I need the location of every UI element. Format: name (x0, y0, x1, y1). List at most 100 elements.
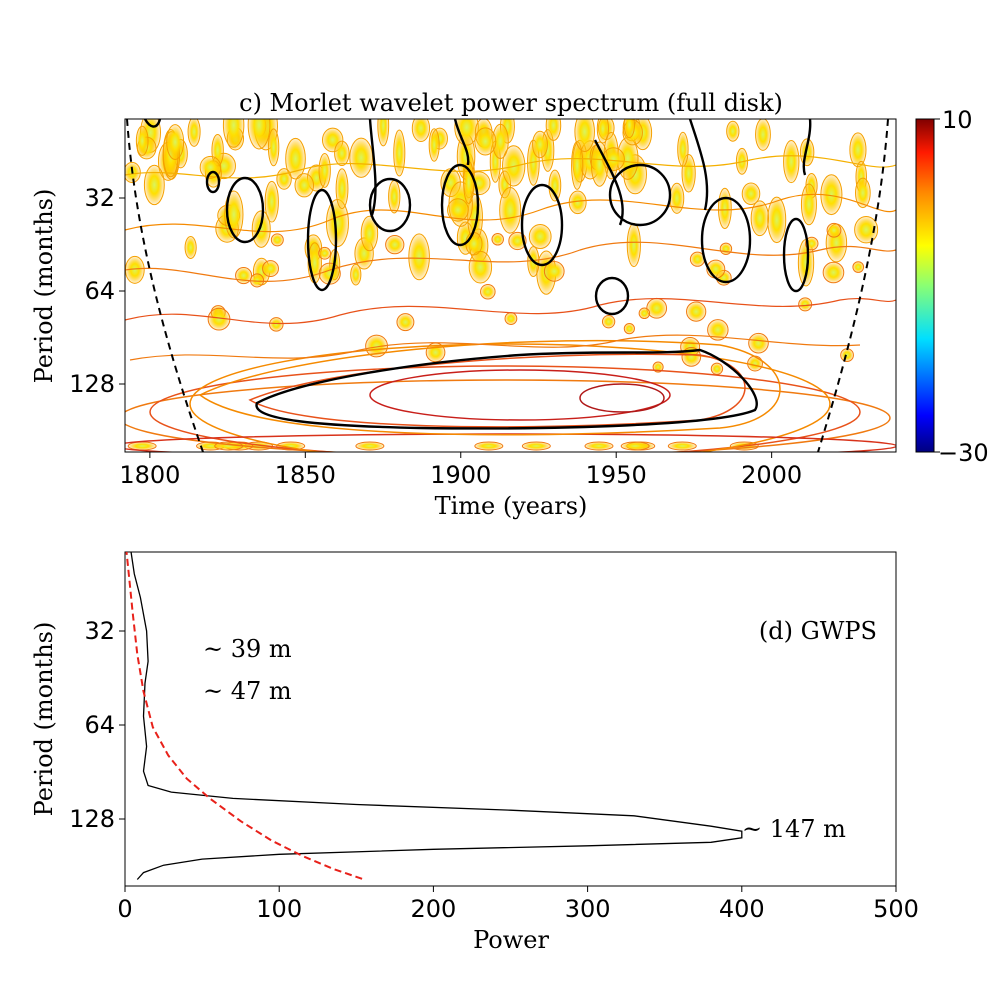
hotspot (798, 297, 813, 312)
hotspot (269, 317, 284, 332)
hotspot (491, 233, 504, 246)
cone-of-influence-right (817, 119, 889, 452)
hotspot (783, 140, 800, 184)
hotspot (135, 125, 149, 156)
wavelet-panel: c) Morlet wavelet power spectrum (full d… (30, 89, 989, 520)
hotspot (349, 137, 373, 178)
hotspot (270, 233, 284, 247)
colorbar-gradient (915, 118, 935, 453)
x-tick-label: 1950 (586, 461, 647, 489)
hotspot (365, 334, 388, 358)
x-tick-label: 1800 (119, 461, 180, 489)
hotspot (822, 261, 845, 284)
significance-limit-line (125, 552, 365, 881)
y-tick-label: 128 (69, 370, 115, 398)
hotspot (447, 198, 469, 222)
wavelet-frame (124, 118, 897, 453)
wavelet-contours (125, 119, 896, 452)
y-tick-label: 32 (84, 184, 115, 212)
hotspot (726, 120, 740, 142)
hotspot (574, 119, 595, 153)
hotspot (465, 231, 483, 256)
hotspot (620, 441, 650, 451)
gwps-panel: 0 100 200 300 400 500 32 64 128 (d) GWPS ~ 39 m… (30, 551, 919, 954)
x-tick-label: 100 (256, 895, 302, 923)
x-tick-label: 300 (565, 895, 611, 923)
hotspot (411, 119, 431, 143)
hotspot (800, 183, 817, 226)
y-tick-label: 128 (69, 805, 115, 833)
hotspot (377, 119, 390, 147)
hotspot (532, 130, 548, 159)
hotspot (474, 127, 497, 156)
hotspot (667, 441, 697, 451)
hotspot (707, 319, 729, 341)
hotspot (335, 168, 349, 210)
hotspot (408, 233, 430, 281)
hotspot (521, 441, 551, 451)
hotspot (143, 164, 165, 206)
hotspot (638, 307, 651, 320)
hotspot (669, 182, 685, 214)
gwps-y-ticks: 32 64 128 (69, 617, 125, 833)
x-tick-label: 2000 (741, 461, 802, 489)
hotspot (767, 196, 787, 244)
x-tick-label: 0 (117, 895, 132, 923)
y-tick-label: 64 (84, 711, 115, 739)
y-tick-label: 32 (84, 617, 115, 645)
wavelet-title: c) Morlet wavelet power spectrum (full d… (239, 89, 783, 117)
period-band-rings (125, 339, 896, 452)
colorbar-min-label: −30 (938, 439, 989, 467)
hotspot (626, 222, 641, 268)
annotation-147: ~ 147 m (742, 815, 846, 843)
hotspot (276, 168, 292, 190)
hotspot (528, 223, 552, 250)
hotspot (262, 260, 279, 278)
hotspot (717, 187, 732, 230)
hotspot (826, 222, 842, 238)
hotspot (852, 261, 865, 273)
hotspot (251, 210, 271, 248)
hotspot (355, 441, 385, 451)
significance-contours (143, 119, 812, 430)
hotspot (294, 173, 315, 198)
x-tick-label: 1850 (275, 461, 336, 489)
x-tick-label: 400 (719, 895, 765, 923)
hotspot (318, 153, 331, 188)
gwps-series-line (130, 552, 743, 880)
hotspot (710, 362, 724, 375)
hotspot (285, 137, 306, 180)
hotspot (393, 129, 406, 177)
hotspot (677, 131, 689, 167)
hotspot (849, 132, 867, 168)
colorbar-max-label: 10 (942, 106, 973, 134)
hotspot (584, 441, 614, 451)
hotspot (548, 169, 562, 202)
x-tick-label: 500 (873, 895, 919, 923)
hotspot (480, 283, 496, 300)
cone-of-influence-left (126, 119, 204, 452)
hotspot (686, 301, 707, 322)
hotspot (468, 250, 493, 284)
hotspot (360, 215, 379, 252)
hotspot (334, 140, 350, 167)
hotspot (719, 242, 733, 256)
hotspot (396, 313, 415, 332)
hotspot (184, 236, 197, 259)
hotspot (623, 323, 635, 335)
hotspot (855, 177, 871, 209)
hotspot (264, 180, 279, 223)
hotspot (385, 235, 405, 255)
annotation-47: ~ 47 m (203, 677, 292, 705)
wavelet-y-ticks: 32 64 128 (69, 184, 125, 398)
hotspot (854, 215, 879, 244)
hotspot (187, 119, 201, 147)
hotspot (428, 128, 440, 162)
x-tick-label: 1900 (430, 461, 491, 489)
hotspot (350, 263, 362, 286)
hotspot (623, 119, 635, 139)
hotspot (545, 119, 562, 141)
gwps-y-label: Period (months) (30, 622, 58, 817)
hotspot (166, 124, 185, 160)
